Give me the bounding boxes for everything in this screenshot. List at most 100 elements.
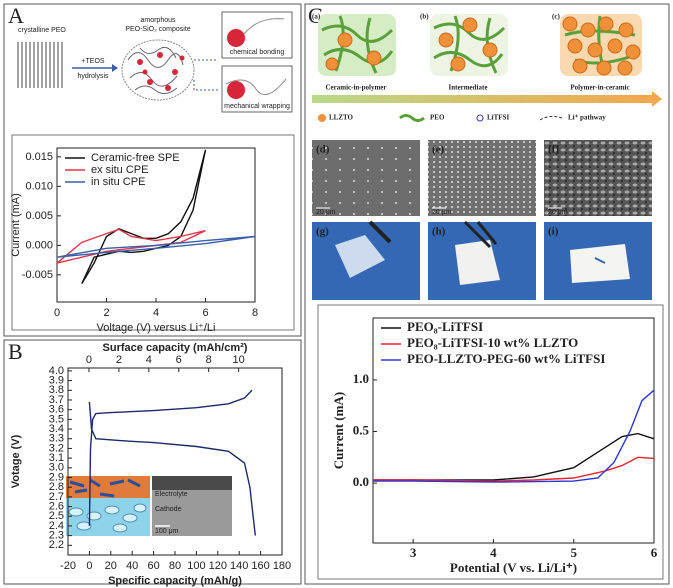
x-tick-label: 0 xyxy=(86,560,92,572)
x-tick-label: 6 xyxy=(202,307,208,319)
y-tick-label: 3.4 xyxy=(49,423,64,435)
chart-frame xyxy=(11,134,295,331)
y-tick-label: 3.1 xyxy=(49,452,64,464)
y-tick-label: 2.6 xyxy=(49,500,64,512)
y-tick-label: 3.7 xyxy=(49,394,64,406)
y-tick-label: 3.8 xyxy=(49,384,64,396)
x2-tick-label: 2 xyxy=(116,354,122,366)
legend-label: PEO-LLZTO-PEG-60 wt% LiTFSI xyxy=(407,351,605,366)
schematic-c: (a) (b) (c) Ceramic-in-polymer Intermedi… xyxy=(312,13,662,300)
y-tick-label: 2.2 xyxy=(49,539,64,551)
y-tick-label: 3.9 xyxy=(49,375,64,387)
y-tick-label: 2.3 xyxy=(49,530,64,542)
y-tick-label: 2.9 xyxy=(49,471,64,483)
x-axis-label: Specific capacity (mAh/g) xyxy=(108,575,242,587)
label: +TEOS xyxy=(81,58,104,65)
x2-tick-label: 8 xyxy=(206,354,212,366)
y-tick-label: 2.7 xyxy=(49,491,64,503)
series-line xyxy=(56,235,256,258)
x-tick-label: 20 xyxy=(105,560,117,572)
label: hydrolysis xyxy=(77,73,109,80)
y-tick-label: 0.015 xyxy=(25,151,53,163)
panel-label: A xyxy=(8,3,24,28)
label: mechanical wrapping xyxy=(224,103,290,110)
legend-label: ex situ CPE xyxy=(91,164,148,176)
y-tick-label: 3.2 xyxy=(49,442,64,454)
schematic-a: crystalline PEO +TEOS hydrolysis amorpho… xyxy=(17,11,293,113)
y-axis-label: Votage (V) xyxy=(10,434,22,488)
x-tick-label: 4 xyxy=(153,307,159,319)
y-tick-label: 3.5 xyxy=(49,413,64,425)
label: PEO xyxy=(430,114,445,122)
x-tick-label: 8 xyxy=(252,307,258,319)
x-tick-label: 180 xyxy=(273,560,291,572)
y-tick-label: 0.0 xyxy=(353,474,369,489)
x-tick-label: 2 xyxy=(103,307,109,319)
y-axis-label: Current (mA) xyxy=(331,392,346,469)
y-tick-label: 4.0 xyxy=(49,365,64,377)
x2-tick-label: 4 xyxy=(146,354,152,366)
y-tick-label: 2.5 xyxy=(49,510,64,522)
label: LiTFSI xyxy=(487,114,509,122)
x-tick-label: 40 xyxy=(126,560,138,572)
plot-frame xyxy=(372,317,655,544)
y-tick-label: 3.3 xyxy=(49,433,64,445)
series-line xyxy=(88,401,256,536)
label: (a) xyxy=(312,13,321,21)
label: 20 μm xyxy=(548,209,568,216)
label: (f) xyxy=(548,144,559,156)
panel-frame xyxy=(304,3,670,585)
y-tick-label: 0.005 xyxy=(25,210,53,222)
inset-b: Electrolyte Cathode 100 μm xyxy=(66,476,232,536)
label: (g) xyxy=(316,226,329,238)
chart: 0 2 4 6 8 -0.005 0.000 0.005 0.010 0.015 Voltage (… xyxy=(10,147,258,334)
y-tick-label: 2.4 xyxy=(49,520,64,532)
x-tick-label: 3 xyxy=(410,545,417,560)
panel-frame xyxy=(3,3,302,337)
series-line xyxy=(373,456,655,482)
label: (e) xyxy=(432,144,445,156)
label: PEO-SiO₂ composite xyxy=(125,26,190,33)
x2-tick-label: 6 xyxy=(176,354,182,366)
legend-label: PEO₈-LiTFSI-10 wt% LLZTO xyxy=(407,335,578,350)
label: Electrolyte xyxy=(155,491,188,498)
label: (h) xyxy=(432,226,446,238)
label: Polymer-in-ceramic xyxy=(570,84,629,92)
series-line xyxy=(373,432,655,481)
x-tick-label: 4 xyxy=(490,545,497,560)
x-axis-label: Voltage (V) versus Li⁺/Li xyxy=(97,322,216,334)
x-tick-label: 5 xyxy=(570,545,577,560)
x-axis-label: Potential (V vs. Li/Li⁺) xyxy=(450,560,577,575)
label: Intermediate xyxy=(449,84,488,92)
legend-label: Ceramic-free SPE xyxy=(91,152,180,164)
legend-label: in situ CPE xyxy=(91,176,145,188)
plot-frame xyxy=(56,147,256,303)
label: Cathode xyxy=(155,506,182,513)
label: (d) xyxy=(316,144,330,156)
label: LLZTO xyxy=(329,114,354,122)
label: amorphous xyxy=(140,17,176,24)
label: (c) xyxy=(552,13,560,21)
label: 20 μm xyxy=(432,209,452,216)
label: (i) xyxy=(548,226,559,238)
y-tick-label: 2.8 xyxy=(49,481,64,493)
y-tick-label: 3.6 xyxy=(49,404,64,416)
chart-frame xyxy=(317,304,664,580)
legend-label: PEO₈-LiTFSI xyxy=(407,319,483,334)
series-line xyxy=(56,228,206,264)
y-tick-label: 0.000 xyxy=(25,239,53,251)
x-tick-label: 80 xyxy=(169,560,181,572)
x-tick-label: 0 xyxy=(54,307,60,319)
x-tick-label: 60 xyxy=(147,560,159,572)
y-tick-label: -0.005 xyxy=(22,269,53,281)
series-line xyxy=(88,389,253,526)
panel-label: B xyxy=(8,339,23,364)
x2-tick-label: 10 xyxy=(232,354,244,366)
x-tick-label: 6 xyxy=(651,545,658,560)
x-tick-label: 120 xyxy=(209,560,227,572)
series-line xyxy=(373,389,655,483)
y-tick-label: 3.0 xyxy=(49,462,64,474)
x-tick-label: 100 xyxy=(187,560,205,572)
y-axis-label: Current (mA) xyxy=(10,193,22,257)
